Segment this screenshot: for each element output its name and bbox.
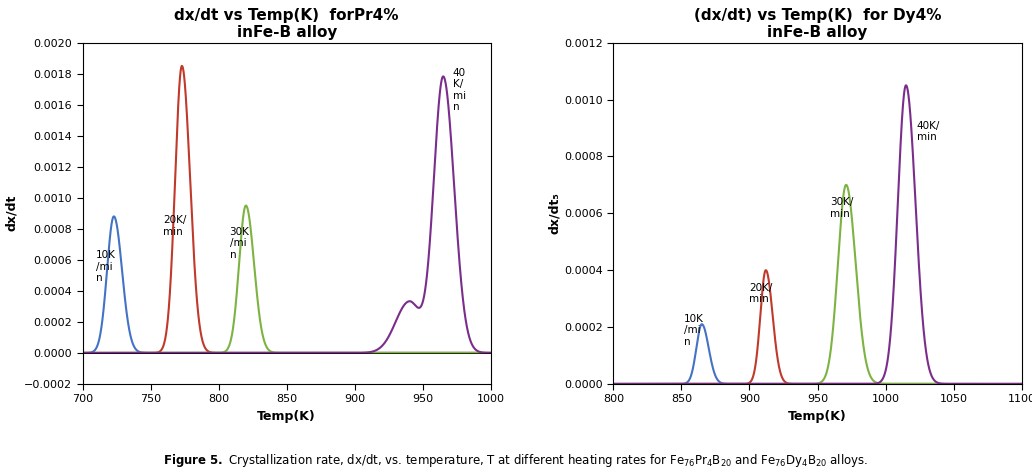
- X-axis label: Temp(K): Temp(K): [257, 410, 316, 423]
- X-axis label: Temp(K): Temp(K): [788, 410, 847, 423]
- Text: 10K
/mi
n: 10K /mi n: [96, 250, 116, 283]
- Text: 30K
/mi
n: 30K /mi n: [229, 227, 250, 260]
- Text: 40K/
min: 40K/ min: [916, 120, 940, 142]
- Text: $\bf{Figure\ 5.}$ Crystallization rate, dx/dt, vs. temperature, T at different h: $\bf{Figure\ 5.}$ Crystallization rate, …: [163, 452, 869, 469]
- Title: dx/dt vs Temp(K)  forPr4%
inFe-B alloy: dx/dt vs Temp(K) forPr4% inFe-B alloy: [174, 8, 399, 40]
- Text: 20K/
min: 20K/ min: [163, 215, 186, 237]
- Y-axis label: dx/dt₅: dx/dt₅: [548, 192, 561, 234]
- Text: 30K/
min: 30K/ min: [830, 197, 853, 219]
- Title: (dx/dt) vs Temp(K)  for Dy4%
inFe-B alloy: (dx/dt) vs Temp(K) for Dy4% inFe-B alloy: [694, 8, 941, 40]
- Y-axis label: dx/dt: dx/dt: [5, 195, 19, 231]
- Text: 20K/
min: 20K/ min: [749, 283, 773, 304]
- Text: 10K
/mi
n: 10K /mi n: [684, 314, 704, 347]
- Text: 40
K/
mi
n: 40 K/ mi n: [453, 68, 465, 112]
